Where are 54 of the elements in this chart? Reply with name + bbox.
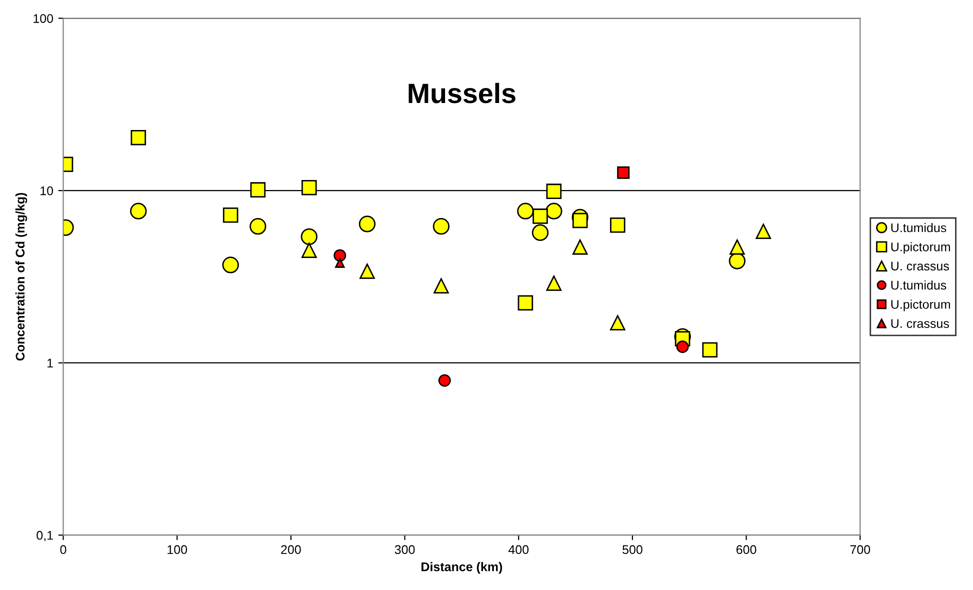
legend-label: U.tumidus: [891, 280, 946, 290]
point: [676, 340, 689, 354]
point: [222, 208, 238, 223]
point: [302, 242, 317, 258]
legend-label: U. crassus: [891, 262, 949, 270]
point: [730, 239, 745, 255]
x-tick-label: 200: [281, 545, 301, 554]
point: [434, 278, 449, 294]
point: [610, 218, 626, 233]
point: [250, 182, 266, 198]
point: [572, 212, 588, 228]
legend-label: U.pictorum: [891, 300, 950, 312]
legend-label: U.tumidus: [891, 223, 946, 232]
point: [546, 184, 562, 199]
x-tick-label: 0: [60, 545, 66, 554]
point: [438, 374, 451, 387]
point: [250, 218, 266, 235]
y-tick-label: 1: [48, 358, 53, 368]
point: [546, 276, 562, 291]
point: [532, 208, 548, 224]
point: [532, 224, 549, 241]
x-axis-title: Distance (km): [422, 562, 502, 574]
point: [617, 166, 630, 179]
point: [546, 202, 562, 220]
point: [358, 216, 376, 232]
x-tick-label: 100: [168, 545, 188, 554]
y-tick-label: 0,1: [36, 530, 53, 542]
x-tick-label: 700: [850, 545, 870, 554]
point: [302, 180, 317, 196]
y-tick-label: 10: [40, 186, 54, 196]
y-tick-label: 100: [34, 14, 54, 23]
point: [335, 258, 345, 268]
legend-label: U.pictorum: [891, 242, 950, 254]
point: [130, 130, 146, 146]
point: [756, 224, 772, 239]
point: [222, 256, 239, 274]
point: [432, 218, 450, 235]
text: Mussels: [408, 82, 516, 104]
point: [300, 228, 318, 246]
point: [334, 249, 346, 262]
point: [517, 202, 534, 220]
x-tick-label: 600: [736, 545, 756, 554]
point: [360, 264, 375, 279]
point: [610, 315, 626, 330]
x-tick-label: 400: [508, 545, 529, 554]
point: [702, 342, 718, 358]
y-axis-title: Concentration of Cd (mg/kg): [15, 192, 28, 361]
x-tick-label: 500: [622, 545, 642, 554]
point: [728, 252, 746, 270]
point: [130, 202, 147, 220]
point: [518, 295, 534, 310]
x-tick-label: 300: [394, 545, 415, 554]
legend-label: U. crassus: [891, 319, 949, 328]
point: [572, 239, 588, 255]
